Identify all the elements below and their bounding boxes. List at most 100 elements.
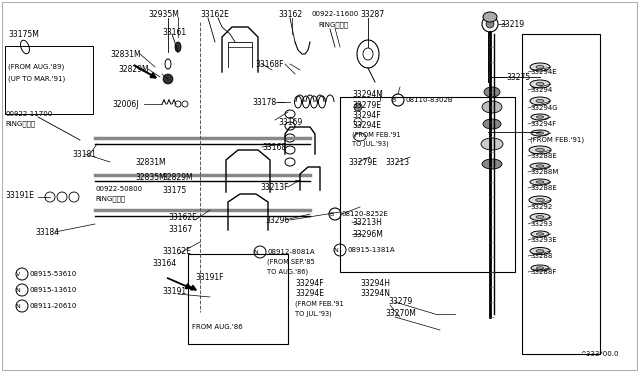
Ellipse shape	[175, 42, 181, 52]
Bar	[188, 254, 288, 344]
Text: (FROM AUG.'89): (FROM AUG.'89)	[8, 64, 64, 70]
Text: 08120-8252E: 08120-8252E	[342, 211, 389, 217]
Text: RINGリング: RINGリング	[318, 22, 348, 28]
Text: 08912-8081A: 08912-8081A	[267, 249, 315, 255]
Bar	[340, 97, 515, 272]
Ellipse shape	[530, 97, 550, 105]
Text: 33294N: 33294N	[360, 289, 390, 298]
Circle shape	[163, 74, 173, 84]
Ellipse shape	[536, 116, 543, 118]
Ellipse shape	[530, 80, 550, 88]
Ellipse shape	[531, 265, 549, 271]
Text: 33294E: 33294E	[530, 69, 557, 75]
Text: 33191F: 33191F	[195, 273, 223, 282]
Ellipse shape	[531, 114, 549, 120]
Ellipse shape	[536, 198, 545, 202]
Text: 33169: 33169	[278, 118, 302, 126]
Text: FROM AUG.'86: FROM AUG.'86	[192, 324, 243, 330]
Text: 33288M: 33288M	[530, 169, 558, 175]
Ellipse shape	[536, 233, 543, 235]
Text: 08911-20610: 08911-20610	[30, 303, 77, 309]
Ellipse shape	[531, 130, 549, 136]
Text: ^333*00.0: ^333*00.0	[580, 351, 618, 357]
Text: 33279E: 33279E	[352, 100, 381, 109]
Text: (FROM FEB.'91: (FROM FEB.'91	[295, 301, 344, 307]
Text: 32935M: 32935M	[148, 10, 179, 19]
Text: 33294H: 33294H	[360, 279, 390, 289]
Ellipse shape	[529, 196, 551, 204]
Text: 08915-1381A: 08915-1381A	[347, 247, 395, 253]
Ellipse shape	[530, 163, 550, 169]
Text: N: N	[333, 247, 339, 253]
Text: TO JUL.'93): TO JUL.'93)	[295, 311, 332, 317]
Text: B: B	[392, 97, 396, 103]
Circle shape	[486, 20, 494, 28]
Ellipse shape	[484, 87, 500, 97]
Ellipse shape	[483, 12, 497, 22]
Text: N: N	[253, 250, 259, 254]
Text: V: V	[16, 272, 20, 276]
Text: B: B	[329, 212, 333, 217]
Text: N: N	[15, 288, 20, 292]
Text: 33288: 33288	[530, 253, 552, 259]
Ellipse shape	[536, 181, 544, 183]
Ellipse shape	[482, 101, 502, 113]
Ellipse shape	[536, 83, 544, 86]
Ellipse shape	[536, 148, 545, 152]
Text: 33288F: 33288F	[530, 269, 556, 275]
Text: 33164: 33164	[152, 260, 176, 269]
Text: 00922-50800: 00922-50800	[95, 186, 142, 192]
Text: 33275: 33275	[506, 73, 531, 81]
Text: 33191: 33191	[162, 288, 186, 296]
Bar	[5, 46, 93, 114]
Ellipse shape	[536, 132, 543, 134]
Text: 32831M: 32831M	[135, 157, 166, 167]
Ellipse shape	[529, 146, 551, 154]
Ellipse shape	[481, 138, 503, 150]
Text: TO AUG.'86): TO AUG.'86)	[267, 269, 308, 275]
Text: 32829M: 32829M	[162, 173, 193, 182]
Text: 33294F: 33294F	[530, 121, 556, 127]
Text: 33162E: 33162E	[168, 212, 197, 221]
Text: N: N	[15, 304, 20, 308]
Text: 33294E: 33294E	[295, 289, 324, 298]
Text: 33162: 33162	[278, 10, 302, 19]
Text: 33296: 33296	[265, 215, 289, 224]
Text: 33288E: 33288E	[530, 185, 557, 191]
Text: 33175M: 33175M	[8, 29, 39, 38]
Text: RINGリング: RINGリング	[95, 196, 125, 202]
Text: 33292: 33292	[530, 204, 552, 210]
Circle shape	[354, 103, 362, 111]
Ellipse shape	[536, 267, 543, 269]
Text: 33175: 33175	[162, 186, 186, 195]
Ellipse shape	[536, 216, 544, 218]
Text: 33293: 33293	[530, 221, 552, 227]
Ellipse shape	[530, 179, 550, 185]
Text: 33288E: 33288E	[530, 153, 557, 159]
Text: 33191E: 33191E	[5, 190, 34, 199]
Text: 33279: 33279	[388, 298, 412, 307]
Text: 33294G: 33294G	[530, 105, 557, 111]
Text: 08915-13610: 08915-13610	[30, 287, 77, 293]
Text: 32829M: 32829M	[118, 64, 148, 74]
Text: 33294: 33294	[530, 87, 552, 93]
Text: 33213H: 33213H	[352, 218, 382, 227]
Text: (UP TO MAR.'91): (UP TO MAR.'91)	[8, 76, 65, 82]
Ellipse shape	[536, 250, 544, 252]
Ellipse shape	[482, 159, 502, 169]
Text: 00922-11600: 00922-11600	[312, 11, 359, 17]
Text: RINGリング: RINGリング	[5, 121, 35, 127]
Text: (FROM FEB.'91: (FROM FEB.'91	[352, 132, 401, 138]
Text: 33294E: 33294E	[352, 121, 381, 129]
Text: 00922-11700: 00922-11700	[5, 111, 52, 117]
Text: 08110-8302B: 08110-8302B	[405, 97, 452, 103]
Text: 33293E: 33293E	[530, 237, 557, 243]
Ellipse shape	[530, 247, 550, 254]
Text: 33294F: 33294F	[295, 279, 324, 289]
Text: 33294M: 33294M	[352, 90, 383, 99]
Text: 33279E: 33279E	[348, 157, 377, 167]
Ellipse shape	[536, 99, 544, 103]
Ellipse shape	[536, 165, 544, 167]
Text: (FROM FEB.'91): (FROM FEB.'91)	[530, 137, 584, 143]
Text: 33167: 33167	[168, 224, 192, 234]
